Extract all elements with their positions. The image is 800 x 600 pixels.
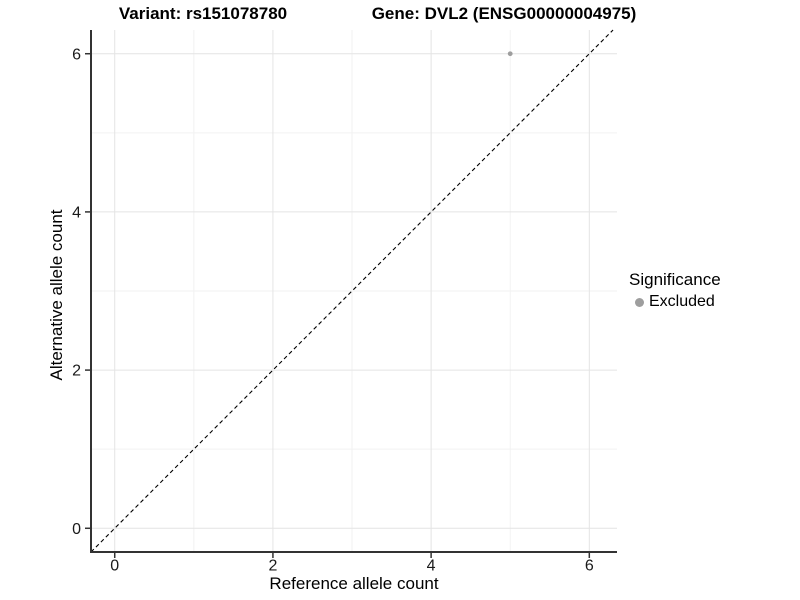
x-tick-label: 6 <box>585 557 594 574</box>
y-tick-label: 4 <box>72 205 81 222</box>
legend: Significance Excluded <box>629 270 721 311</box>
y-axis-title: Alternative allele count <box>47 209 66 381</box>
legend-item-label: Excluded <box>649 293 715 310</box>
legend-key-dot-icon <box>635 297 644 307</box>
variant-title: Variant: rs151078780 <box>118 4 288 23</box>
data-point <box>507 51 513 57</box>
y-tick-label: 0 <box>72 521 81 538</box>
x-tick-label: 0 <box>110 557 119 574</box>
y-tick-label: 2 <box>72 363 81 380</box>
legend-item-excluded: Excluded <box>629 293 721 311</box>
y-tick-label: 6 <box>72 46 81 63</box>
legend-title: Significance <box>629 270 721 289</box>
x-axis-title: Reference allele count <box>269 574 439 593</box>
gene-title: Gene: DVL2 (ENSG00000004975) <box>371 4 637 23</box>
x-tick-label: 4 <box>427 557 436 574</box>
x-tick-label: 2 <box>268 557 277 574</box>
